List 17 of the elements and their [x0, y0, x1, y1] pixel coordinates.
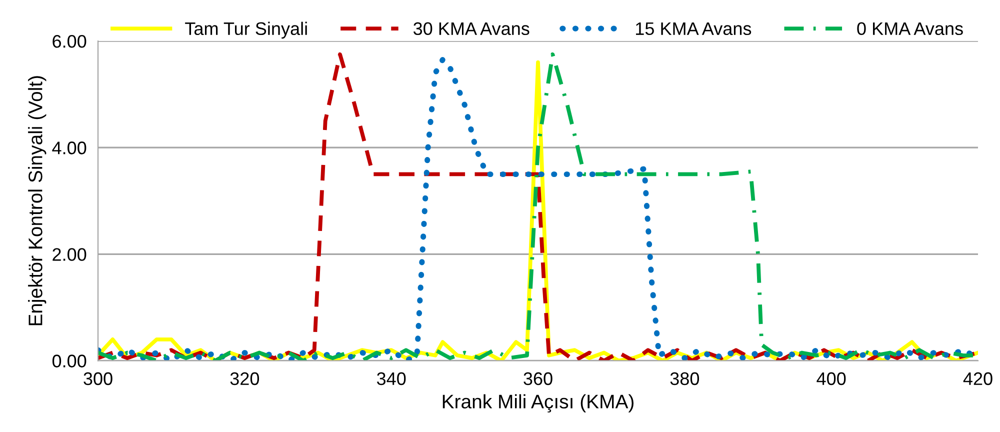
x-tick-label: 320 [230, 372, 260, 386]
x-tick-label: 340 [376, 372, 406, 386]
x-tick-label: 400 [816, 372, 846, 386]
y-tick-label: 6.00 [52, 34, 86, 48]
y-tick-label: 2.00 [52, 248, 86, 261]
y-tick-label: 4.00 [52, 142, 86, 154]
x-tick-label: 380 [670, 372, 700, 386]
x-tick-label: 300 [84, 372, 112, 386]
x-axis-title: Krank Mili Açısı (KMA) [442, 394, 634, 412]
legend-label: 30 KMA Avans [413, 22, 530, 36]
legend-label: 15 KMA Avans [636, 22, 752, 36]
x-tick-label: 420 [963, 372, 992, 386]
x-tick-label: 360 [524, 372, 552, 386]
y-tick-label: 0.00 [52, 354, 86, 368]
y-axis-title: Enjektör Kontrol Sinyali (Volt) [28, 76, 46, 326]
legend-label: 0 KMA Avans [857, 22, 963, 36]
legend-label: Tam Tur Sinyali [185, 22, 307, 39]
